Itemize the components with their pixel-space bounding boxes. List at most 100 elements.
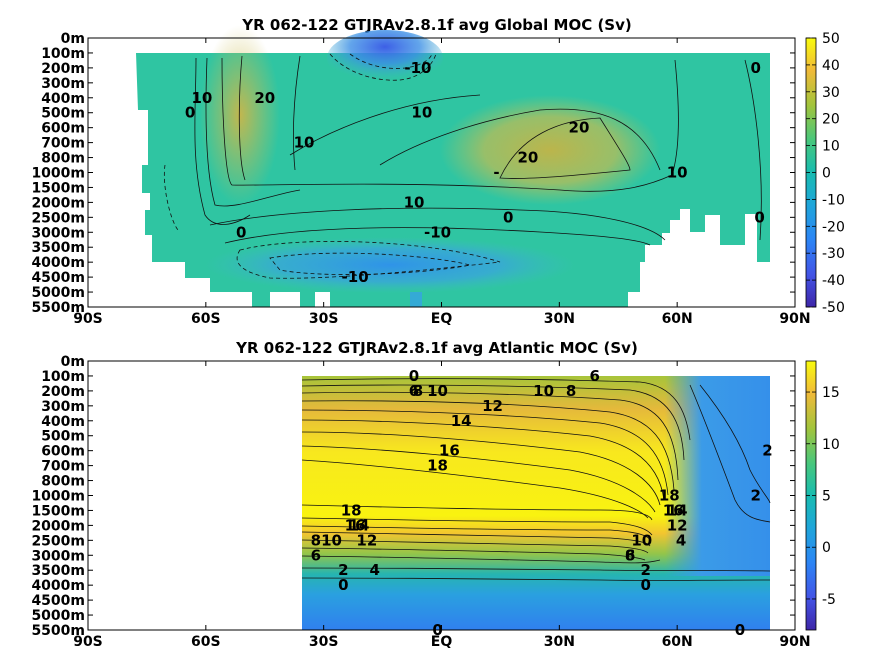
x-tick-label: EQ <box>431 634 453 650</box>
y-tick-label: 5500m <box>31 623 85 639</box>
y-tick-label: 1500m <box>31 503 85 519</box>
contour-label: 2 <box>641 561 651 579</box>
contour-label: 14 <box>349 516 370 534</box>
x-tick-label: 60N <box>662 634 693 650</box>
contour-label: 12 <box>356 531 377 549</box>
colorbar-tick-label: 5 <box>822 489 831 505</box>
contour-label: 20 <box>517 149 538 167</box>
x-tick-label: 60S <box>191 634 221 650</box>
contour-label: 20 <box>254 89 275 107</box>
colorbar-tick-label: 40 <box>822 58 840 74</box>
contour-label: 6 <box>625 546 635 564</box>
contour-label: 8 <box>566 382 576 400</box>
colorbar-tick-label: 0 <box>822 540 831 556</box>
atlantic-colorbar-ticks: 15 10 5 0 -5 <box>806 385 840 608</box>
global-y-axis: 0m100m200m300m400m500m600m700m800m1000m1… <box>31 31 795 316</box>
y-tick-label: 400m <box>41 91 85 107</box>
y-tick-label: 100m <box>41 369 85 385</box>
contour-label: 8 <box>625 546 635 564</box>
atlantic-subpolar <box>665 376 770 576</box>
y-tick-label: 3500m <box>31 240 85 256</box>
atlantic-y-axis: 0m100m200m300m400m500m600m700m800m1000m1… <box>31 354 795 639</box>
colorbar-tick-label: 10 <box>822 437 840 453</box>
atlantic-x-axis: 90S 60S 30S EQ 30N 60N 90N <box>73 361 811 650</box>
x-tick-label: 30N <box>544 311 575 327</box>
contour-label: 6 <box>589 367 599 385</box>
contour-label: 10 <box>321 531 342 549</box>
colorbar-tick-label: -30 <box>822 246 845 262</box>
y-tick-label: 4000m <box>31 578 85 594</box>
contour-label: 16 <box>345 516 366 534</box>
colorbar-tick-label: 15 <box>822 385 840 401</box>
x-tick-label: 60N <box>662 311 693 327</box>
contour-label: 14 <box>451 412 472 430</box>
contour-label: 0 <box>641 576 651 594</box>
x-tick-label: 30N <box>544 634 575 650</box>
y-tick-label: 5000m <box>31 285 85 301</box>
contour-label: 0 <box>751 59 761 77</box>
colorbar-tick-label: 10 <box>822 139 840 155</box>
colorbar-tick-label: 0 <box>822 166 831 182</box>
colorbar-tick-label: -50 <box>822 300 845 316</box>
y-tick-label: 1000m <box>31 166 85 182</box>
y-tick-label: 1000m <box>31 489 85 505</box>
y-tick-label: 2500m <box>31 210 85 226</box>
y-tick-label: 3000m <box>31 225 85 241</box>
colorbar-tick-label: -40 <box>822 273 845 289</box>
contour-label: -10 <box>404 59 431 77</box>
x-tick-label: 30S <box>309 634 339 650</box>
contour-label: -10 <box>342 268 369 286</box>
contour-label: 10 <box>533 382 554 400</box>
contour-label: 2 <box>762 442 772 460</box>
contour-label: 10 <box>427 382 448 400</box>
y-tick-label: 5500m <box>31 300 85 316</box>
y-tick-label: 600m <box>41 121 85 137</box>
contour-label: 10 <box>631 531 652 549</box>
global-southern-cell <box>200 25 280 205</box>
colorbar-tick-label: -10 <box>822 192 845 208</box>
contour-label: 10 <box>667 164 688 182</box>
contour-label: 18 <box>427 457 448 475</box>
global-contours <box>163 53 762 279</box>
y-tick-label: 200m <box>41 61 85 77</box>
chart-title-atlantic: YR 062-122 GTJRAv2.8.1f avg Atlantic MOC… <box>235 339 638 357</box>
y-tick-label: 2000m <box>31 195 85 211</box>
y-tick-label: 2500m <box>31 533 85 549</box>
contour-label: 4 <box>676 531 686 549</box>
contour-label: 10 <box>411 104 432 122</box>
y-tick-label: 300m <box>41 399 85 415</box>
contour-label: 4 <box>370 561 380 579</box>
y-tick-label: 5000m <box>31 608 85 624</box>
y-tick-label: 700m <box>41 136 85 152</box>
contour-label: 8 <box>413 382 423 400</box>
colorbar-tick-label: -20 <box>822 219 845 235</box>
y-tick-label: 700m <box>41 459 85 475</box>
contour-label: 0 <box>409 367 419 385</box>
contour-label: 20 <box>569 119 590 137</box>
contour-label: 10 <box>294 134 315 152</box>
y-tick-label: 4000m <box>31 255 85 271</box>
y-tick-label: 200m <box>41 384 85 400</box>
contour-label: - <box>493 164 499 182</box>
contour-label: 6 <box>311 546 321 564</box>
y-tick-label: 4500m <box>31 270 85 286</box>
contour-label: 2 <box>751 487 761 505</box>
y-tick-label: 600m <box>41 444 85 460</box>
contour-label: 16 <box>439 442 460 460</box>
colorbar-tick-label: 20 <box>822 112 840 128</box>
contour-label: 18 <box>659 487 680 505</box>
y-tick-label: 0m <box>61 31 85 47</box>
contour-label: 0 <box>236 223 246 241</box>
x-tick-label: 60S <box>191 311 221 327</box>
y-tick-label: 2000m <box>31 518 85 534</box>
contour-label: 12 <box>667 516 688 534</box>
colorbar-tick-label: 30 <box>822 85 840 101</box>
colorbar-tick-label: 50 <box>822 31 840 47</box>
x-tick-label: 90N <box>779 311 810 327</box>
contour-label: 8 <box>311 531 321 549</box>
contour-label: 14 <box>667 501 688 519</box>
global-northern-cell <box>440 95 660 205</box>
colorbar-tick-label: -5 <box>822 592 836 608</box>
y-tick-label: 300m <box>41 76 85 92</box>
global-colorbar-ticks: 50 40 30 20 10 0 -10 -20 -30 -40 -50 <box>806 31 845 316</box>
